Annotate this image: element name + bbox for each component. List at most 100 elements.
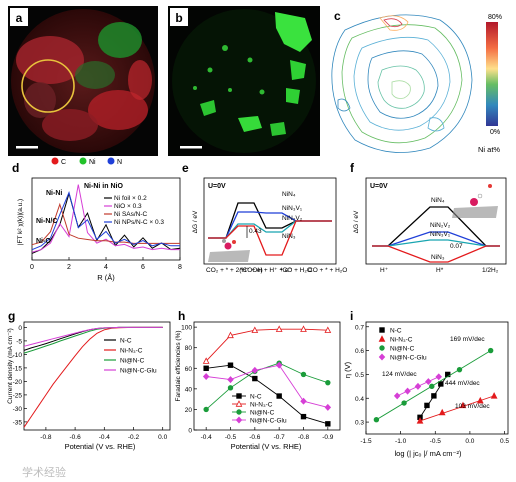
panel-label-a-box: [10, 8, 28, 26]
plot-frame-e: [203, 177, 337, 265]
point-h-1-3: [275, 325, 283, 332]
level-label-e-1: NiN₃V₁: [282, 205, 303, 212]
ytick-label-g: -25: [13, 392, 23, 399]
legend-label-i-0: N-C: [390, 328, 402, 335]
curve-d-3: [31, 190, 180, 251]
xtick-label-d: 8: [178, 264, 182, 271]
point-h-0-2: [252, 375, 258, 382]
xtick-label-h: -0.8: [298, 434, 310, 441]
point-h-3-5: [324, 403, 332, 411]
point-i-0-3: [438, 381, 444, 387]
slope-label-ni-n3-c: 103 mV/dec: [455, 403, 490, 410]
ytick-label-i: 0.4: [355, 396, 364, 403]
legend-label-g-0: N-C: [120, 338, 132, 345]
panel-d: d |FT k² χ(k)|(a.u.) R (Å) 0 2 4 6 8 Ni-Ni i…: [12, 161, 182, 282]
xtick-label-g: -0.4: [99, 434, 111, 441]
path-nin3-e: [208, 220, 332, 256]
ytick-label-i: 0.5: [355, 372, 364, 379]
ytick-label-h: 80: [185, 345, 193, 352]
ylabel-d: |FT k² χ(k)|(a.u.): [17, 199, 24, 245]
legend-text-ni-sas: Ni SAs/N-C: [114, 211, 148, 218]
xtick-label-i: -1.5: [360, 438, 372, 445]
legend-label-h-3: Ni@N-C-Glu: [250, 418, 287, 425]
point-h-3-2: [251, 366, 259, 374]
panel-c: c 80% 0% Ni at%: [331, 9, 502, 154]
curve-h-1: [205, 328, 328, 362]
curve-d-2: [31, 202, 180, 246]
point-i-1-0: [416, 417, 424, 424]
legend-label-i-1: Ni-N₃-C: [390, 337, 413, 344]
legend-dot-n: [107, 157, 115, 165]
ylabel-i: η (V): [343, 361, 352, 378]
point-h-3-3: [275, 361, 283, 369]
xtick-label-d: 2: [67, 264, 71, 271]
level-label-e-0: NiN₄: [282, 191, 296, 198]
point-h-1-1: [227, 331, 234, 339]
legend-label-g-1: Ni-N₃-C: [120, 348, 143, 355]
ytick-label-h: 0: [188, 428, 192, 435]
point-h-0-4: [300, 413, 307, 420]
panel-h: h -0.4 -0.5 -0.6 -0.7 -0.8 -0.9 0 20 40 60 80 100 F…: [175, 309, 341, 451]
curve-g-1: [23, 326, 163, 428]
point-h-3-4: [300, 397, 307, 405]
curve-h-0: [206, 364, 328, 425]
ytick-label-g: -5: [16, 338, 22, 345]
ytick-label-h: 20: [185, 407, 193, 414]
xtick-f-2: 1/2H₂: [482, 267, 499, 274]
xtick-e-3: CO + * + H₂O: [308, 267, 347, 274]
panel-f: f U=0V ΔG / eV NiN₄ NiN₂V₂ NiN₃V₁ 0.07 N…: [350, 161, 507, 274]
panel-label-d: d: [12, 161, 19, 175]
point-i-2-1: [401, 400, 407, 406]
point-i-1-4: [490, 392, 498, 399]
point-h-1-4: [300, 325, 307, 332]
barrier-value-e: 0.43: [249, 228, 262, 235]
xtick-label-g: 0.0: [158, 434, 167, 441]
xtick-f-0: H⁺: [380, 267, 389, 274]
point-i-3-0: [393, 392, 401, 400]
xtick-label-d: 0: [30, 264, 34, 271]
ni-map-b: [172, 9, 316, 153]
scale-bar-b: [180, 146, 202, 149]
ytick-label-h: 60: [185, 366, 193, 373]
colorbar-title: Ni at%: [478, 145, 500, 154]
xtick-label-g: -0.8: [40, 434, 52, 441]
panel-label-c: c: [334, 9, 341, 23]
point-h-2-0: [203, 406, 209, 413]
ytick-label-h: 40: [185, 386, 193, 393]
ytick-label-h: 100: [181, 325, 192, 332]
slope-label-ni-nc: 169 mV/dec: [450, 336, 485, 343]
point-h-2-4: [300, 371, 307, 378]
level-label-f-2: NiN₃V₁: [430, 231, 451, 238]
ytick-label-i: 0.3: [355, 420, 364, 427]
panel-i: i -1.5 -1.0 -0.5 0.0 0.5 0.3 0.4 0.5 0.6 0.7 η (V…: [343, 309, 509, 458]
legend-label-h-0: N-C: [250, 394, 262, 401]
legend-d: Ni foil × 0.2 NiO × 0.3 Ni SAs/N-C Ni NP…: [104, 195, 164, 226]
annotation-ni-ni-nio: Ni-Ni in NiO: [84, 183, 123, 190]
ytick-label-g: 0: [18, 325, 22, 332]
xtick-label-h: -0.9: [322, 434, 334, 441]
level-label-e-2: NiN₂V₂: [282, 215, 303, 222]
point-h-1-5: [324, 326, 332, 333]
point-i-2-4: [487, 347, 494, 354]
plot-frame-g: [23, 321, 171, 431]
xtick-e-0: CO₂ + * + 2(H⁺ + e): [206, 267, 263, 274]
ylabel-f: ΔG / eV: [353, 210, 360, 233]
legend-g: N-C Ni-N₃-C Ni@N-C Ni@N-C-Glu: [104, 338, 157, 375]
level-label-f-0: NiN₄: [431, 197, 445, 204]
axes-i: -1.5 -1.0 -0.5 0.0 0.5 0.3 0.4 0.5 0.6 0.7: [355, 321, 509, 445]
element-legend-a: C Ni N: [51, 157, 122, 166]
xtick-label-i: -0.5: [430, 438, 442, 445]
legend-text-ni-foil: Ni foil × 0.2: [114, 195, 147, 202]
point-i-3-2: [414, 382, 422, 390]
axes-h: -0.4 -0.5 -0.6 -0.7 -0.8 -0.9 0 20 40 60 80 100: [181, 321, 341, 441]
xtick-e-2: *CO + H₂O: [280, 267, 312, 274]
curves-i: [373, 347, 498, 424]
legend-marker-i-1: [378, 335, 386, 342]
panel-label-a: a: [16, 11, 23, 25]
point-i-3-3: [425, 378, 432, 386]
annotation-ni-o: Ni-O: [36, 238, 51, 245]
xtick-label-h: -0.6: [249, 434, 261, 441]
xtick-label-h: -0.4: [201, 434, 213, 441]
xtick-label-g: -0.6: [69, 434, 81, 441]
ytick-label-g: -20: [13, 379, 23, 386]
